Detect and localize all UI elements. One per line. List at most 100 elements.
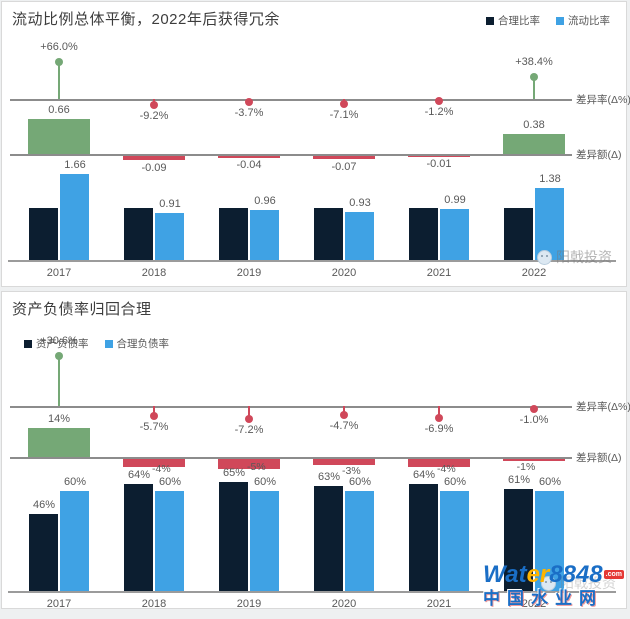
main-bar-资产负债率 (504, 489, 533, 591)
water8848-logo: Water8848 .com 中国水业网 (483, 563, 624, 607)
delta-pct-stick (248, 406, 250, 418)
blue-bar-label: 1.38 (539, 173, 561, 186)
legend-swatch-dark-icon (24, 339, 32, 348)
year-label: 2021 (426, 598, 452, 610)
delta-pct-axis (10, 406, 572, 408)
delta-pct-stick (343, 406, 345, 414)
main-bar-合理负债率 (250, 490, 279, 591)
delta-pct-label: +30.6% (40, 334, 78, 347)
chart2-legend: 资产负债率 合理负债率 (24, 336, 169, 351)
year-label: 2019 (236, 267, 262, 279)
main-bar-资产负债率 (314, 485, 343, 591)
delta-abs-bar (408, 155, 470, 157)
legend-label: 资产负债率 (36, 338, 89, 350)
delta-abs-label: -5% (247, 461, 266, 474)
chart1-plot-area: +66.0% 1.66 0.66 2017 -9.2% 0.91 -0.09 2018 -3.7… (2, 2, 626, 286)
delta-pct-dot (55, 351, 63, 360)
main-bar-流动比率 (250, 210, 279, 260)
legend-item-rational-ratio: 合理比率 (486, 13, 540, 28)
logo-er: er (526, 561, 550, 588)
water8848-wordmark: Water8848 .com (483, 563, 624, 587)
dark-bar-label: 64% (127, 469, 151, 482)
main-bar-资产负债率 (219, 482, 248, 591)
debt-ratio-chart-card: 资产负债率归回合理 资产负债率 合理负债率 +30.6% 46% 60% 14% 201… (1, 291, 630, 610)
mascot-face-icon (541, 575, 556, 591)
main-bar-合理负债率 (155, 490, 184, 591)
year-label: 2018 (141, 598, 167, 610)
delta-abs-label: -4% (152, 463, 171, 476)
delta-pct-label: -7.1% (329, 108, 359, 121)
chart1-delta-pct-axis-label: 差异率(Δ%) (576, 94, 630, 106)
category-axis (8, 591, 616, 593)
dark-bar-label: 64% (412, 469, 436, 482)
blue-bar-label: 60% (538, 475, 562, 488)
brand-watermark-faint: 阳戟投资 (541, 573, 616, 593)
chart1-delta-abs-axis-label: 差异额(Δ) (576, 149, 622, 161)
main-bar-合理比率 (409, 208, 438, 260)
delta-pct-label: +38.4% (515, 56, 553, 69)
legend-swatch-dark-icon (486, 16, 494, 25)
current-ratio-chart-card: 流动比例总体平衡，2022年后获得冗余 合理比率 流动比率 +66.0% 1.66… (1, 1, 630, 287)
main-bar-流动比率 (440, 208, 469, 260)
chart1-legend: 合理比率 流动比率 (486, 13, 610, 28)
legend-item-debt-ratio: 资产负债率 (24, 336, 89, 351)
delta-abs-bar (503, 458, 565, 461)
chart1-title: 流动比例总体平衡，2022年后获得冗余 (12, 11, 280, 28)
main-bar-合理负债率 (440, 490, 469, 591)
chart2-delta-pct-axis-label: 差异率(Δ%) (576, 401, 630, 413)
delta-pct-dot (340, 99, 348, 108)
delta-abs-bar (503, 133, 565, 154)
delta-pct-stick (58, 62, 60, 99)
legend-label: 合理比率 (498, 15, 540, 27)
year-label: 2021 (426, 267, 452, 279)
delta-pct-dot (245, 414, 253, 423)
main-bar-流动比率 (535, 188, 564, 260)
delta-abs-label: -3% (342, 464, 361, 477)
delta-pct-dot (150, 412, 158, 421)
main-bar-资产负债率 (124, 484, 153, 591)
main-bar-资产负债率 (29, 514, 58, 591)
chart2-plot-area: +30.6% 46% 60% 14% 2017 -5.7% 64% 60% -4% 2018 -7.… (2, 292, 626, 610)
legend-swatch-blue-icon (556, 16, 564, 25)
delta-abs-bar (123, 458, 185, 467)
blue-bar-label: 0.96 (254, 195, 276, 208)
delta-abs-bar (218, 155, 280, 158)
main-bar-流动比率 (155, 212, 184, 260)
legend-item-rational-debt-ratio: 合理负债率 (104, 336, 170, 351)
delta-pct-dot (530, 73, 538, 82)
delta-pct-label: -3.7% (234, 107, 264, 120)
year-label: 2020 (331, 598, 357, 610)
delta-abs-label: -0.01 (426, 157, 452, 170)
delta-abs-label: -4% (437, 463, 456, 476)
legend-label: 流动比率 (568, 15, 610, 27)
delta-abs-axis (10, 154, 572, 156)
delta-abs-label: -0.09 (141, 161, 167, 174)
delta-pct-stick (58, 355, 60, 406)
delta-abs-bar (123, 155, 185, 161)
blue-bar-label: 0.99 (444, 193, 466, 206)
year-label: 2017 (46, 598, 72, 610)
delta-pct-dot (435, 414, 443, 423)
main-bar-合理比率 (124, 208, 153, 260)
logo-8848: 8848 (549, 561, 603, 588)
blue-bar-label: 0.91 (159, 197, 181, 210)
brand-watermark-text: 阳戟投资 (556, 249, 612, 265)
delta-pct-label: -1.2% (424, 105, 454, 118)
blue-bar-label: 0.93 (349, 196, 371, 209)
blue-bar-label: 60% (63, 475, 87, 488)
delta-pct-dot (435, 96, 443, 105)
delta-abs-bar (28, 428, 90, 457)
delta-abs-label: -1% (516, 461, 536, 474)
delta-pct-label: -4.7% (329, 419, 359, 432)
dark-bar-label: 61% (507, 474, 531, 487)
main-bar-合理比率 (314, 208, 343, 260)
category-axis (8, 260, 616, 262)
main-bar-合理负债率 (345, 490, 374, 591)
year-label: 2018 (141, 267, 167, 279)
year-label: 2020 (331, 267, 357, 279)
logo-dotcom-badge: .com (603, 570, 624, 579)
main-bar-合理负债率 (60, 490, 89, 591)
chart2-delta-abs-axis-label: 差异额(Δ) (576, 452, 622, 464)
legend-label: 合理负债率 (116, 338, 170, 350)
